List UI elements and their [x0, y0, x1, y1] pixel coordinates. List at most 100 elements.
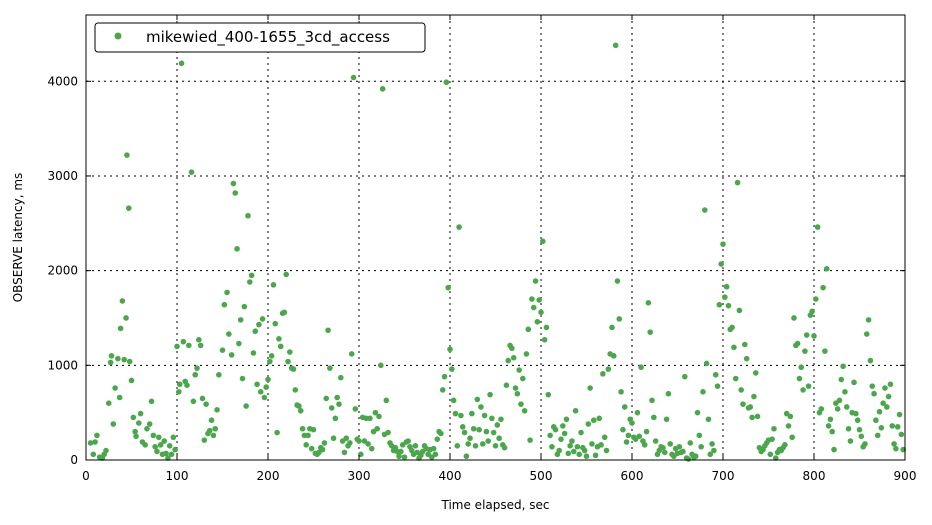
data-point: [641, 442, 648, 448]
data-point: [652, 438, 659, 444]
y-tick-label: 3000: [47, 169, 78, 183]
data-point: [703, 360, 710, 367]
data-point: [292, 387, 299, 393]
data-point: [541, 336, 548, 343]
data-point: [332, 415, 339, 422]
data-point: [532, 278, 539, 284]
data-point: [552, 426, 559, 433]
data-point: [232, 190, 239, 196]
data-point: [620, 426, 626, 433]
data-point: [738, 387, 744, 393]
data-point: [707, 451, 714, 458]
data-point: [214, 407, 220, 413]
data-point: [603, 447, 610, 454]
data-point: [163, 450, 169, 457]
data-point: [709, 441, 715, 447]
x-tick-label: 800: [803, 469, 826, 483]
data-point: [751, 393, 757, 400]
data-point: [323, 395, 330, 402]
data-point: [168, 451, 175, 458]
data-point: [219, 347, 226, 353]
data-point: [747, 404, 754, 410]
data-point: [128, 377, 135, 384]
data-point: [148, 398, 155, 405]
data-point: [681, 373, 688, 380]
data-point: [570, 448, 577, 455]
data-point: [869, 383, 876, 389]
x-tick-label: 700: [712, 469, 735, 483]
data-point: [560, 423, 566, 429]
data-point: [576, 451, 583, 458]
data-point: [172, 446, 178, 453]
data-point: [430, 445, 437, 452]
data-point: [565, 450, 572, 457]
data-point: [296, 403, 302, 409]
data-point: [336, 401, 342, 407]
data-point: [272, 320, 279, 327]
data-point: [838, 376, 845, 383]
data-point: [885, 393, 892, 400]
data-point: [842, 389, 848, 395]
data-point: [732, 375, 739, 382]
data-point: [456, 224, 462, 230]
data-point: [130, 414, 137, 421]
data-point: [184, 382, 190, 389]
data-point: [854, 417, 861, 424]
data-point: [186, 342, 192, 349]
data-point: [536, 297, 542, 303]
data-point: [572, 407, 579, 414]
data-point: [385, 429, 391, 436]
data-point: [647, 329, 653, 335]
data-point: [132, 428, 138, 435]
data-point: [325, 327, 331, 334]
data-point: [845, 425, 852, 432]
data-point: [447, 346, 453, 353]
grid-lines: [86, 15, 905, 460]
data-point: [716, 301, 723, 308]
data-point: [609, 324, 615, 331]
data-point: [510, 354, 517, 361]
data-point: [740, 401, 746, 407]
data-point: [341, 449, 348, 456]
data-point: [782, 442, 788, 448]
data-point: [277, 343, 284, 350]
data-point: [789, 434, 795, 441]
data-point: [589, 441, 595, 447]
data-point: [827, 416, 834, 423]
data-point: [434, 436, 441, 442]
data-point: [811, 333, 817, 339]
data-point: [438, 430, 444, 437]
data-point: [882, 385, 888, 391]
data-point: [121, 356, 128, 363]
data-point: [863, 331, 870, 337]
data-point: [401, 454, 408, 460]
data-point: [694, 409, 701, 416]
data-point: [829, 428, 835, 435]
data-point: [343, 435, 350, 442]
data-point: [481, 412, 488, 419]
data-point: [645, 300, 652, 306]
data-point: [569, 438, 575, 444]
data-point: [825, 423, 832, 429]
y-tick-label: 1000: [47, 358, 78, 372]
data-point: [237, 317, 244, 323]
data-point: [549, 443, 555, 450]
data-point: [180, 338, 187, 345]
data-point: [263, 384, 269, 390]
data-point: [94, 432, 100, 439]
data-point: [823, 265, 830, 272]
data-point: [303, 442, 310, 448]
data-point: [734, 179, 741, 186]
data-point: [696, 432, 703, 439]
data-point: [831, 446, 837, 453]
data-point: [144, 425, 150, 432]
data-point: [450, 397, 457, 404]
data-point: [802, 348, 808, 354]
data-point: [803, 332, 810, 338]
data-point: [651, 414, 657, 421]
data-point: [503, 382, 510, 389]
data-point: [194, 365, 200, 371]
data-point: [290, 366, 297, 372]
legend-box: [94, 22, 426, 53]
data-point: [261, 394, 268, 401]
